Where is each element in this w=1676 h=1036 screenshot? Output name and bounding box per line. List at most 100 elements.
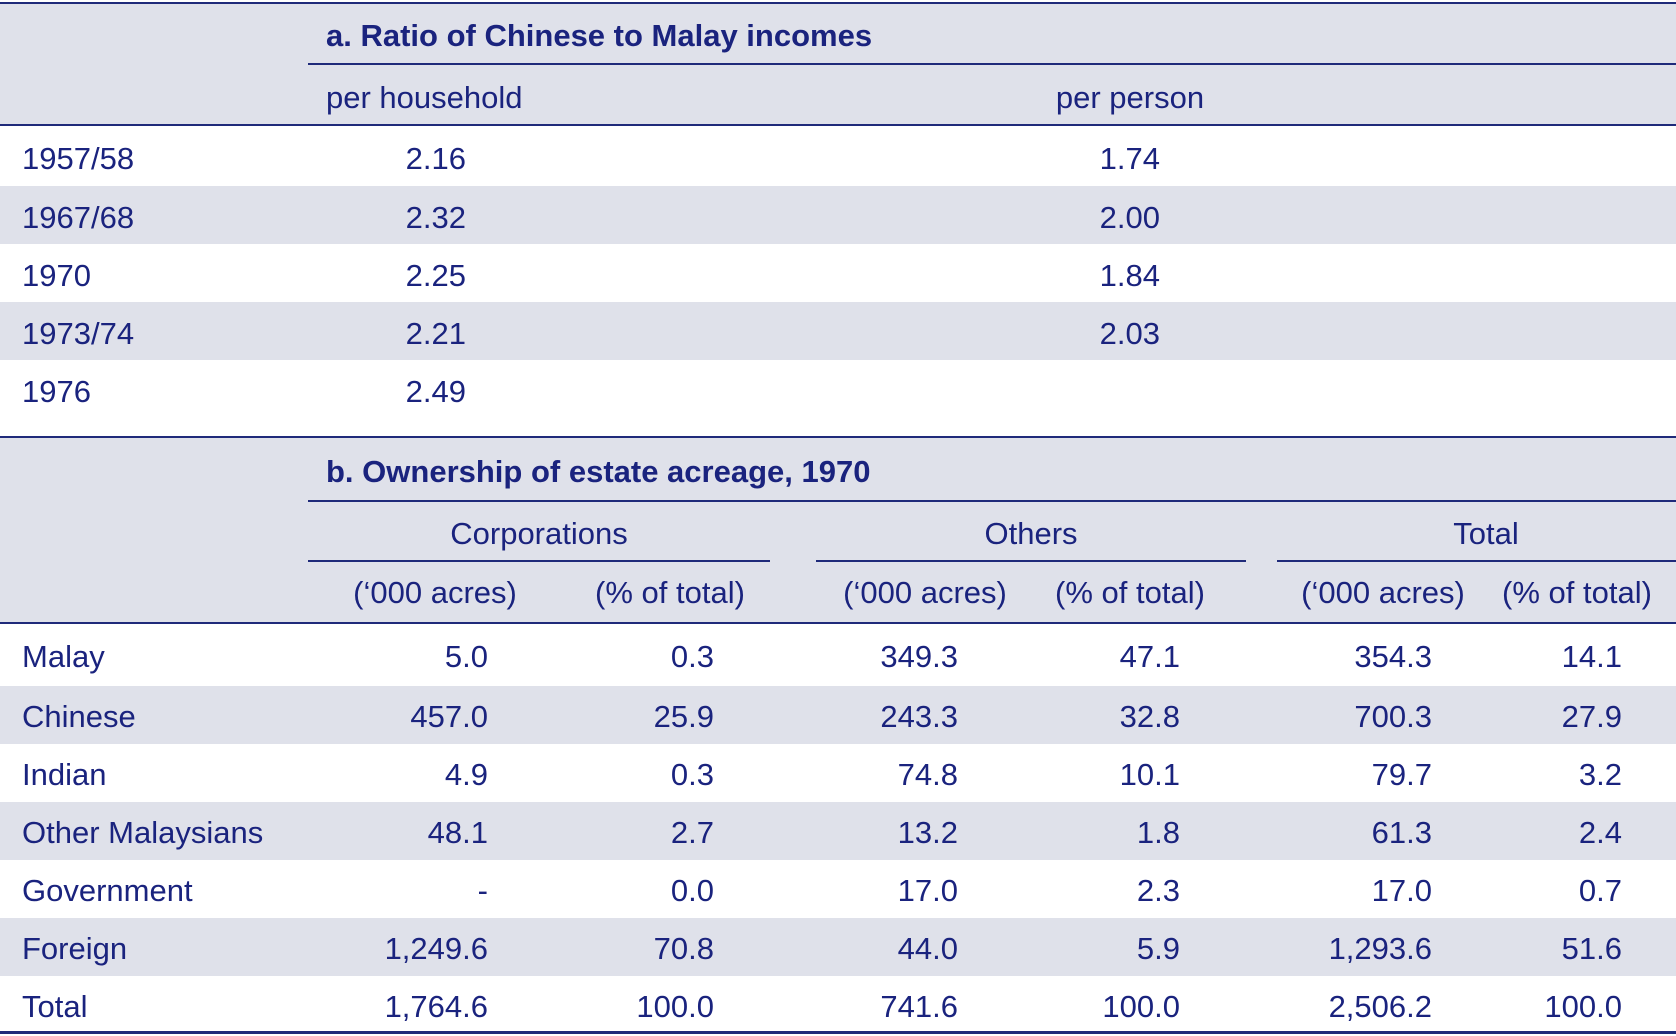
oth-acres: 349.3 bbox=[880, 639, 958, 674]
sub-header-corp-acres: (‘000 acres) bbox=[353, 575, 517, 610]
tot-acres: 1,293.6 bbox=[1328, 931, 1432, 966]
group-header-others: Others bbox=[984, 516, 1078, 551]
corp-pct: 25.9 bbox=[653, 699, 714, 734]
corp-acres: 48.1 bbox=[427, 815, 488, 850]
row-label: Indian bbox=[22, 757, 107, 792]
corp-pct: 100.0 bbox=[636, 989, 714, 1024]
person-ratio: 1.74 bbox=[1099, 141, 1160, 176]
row-label: Government bbox=[22, 873, 193, 908]
table-row: Chinese 457.0 25.9 243.3 32.8 700.3 27.9 bbox=[0, 686, 1676, 744]
sub-header-oth-pct: (% of total) bbox=[1055, 575, 1205, 610]
tot-pct: 14.1 bbox=[1561, 639, 1622, 674]
table-row-total: Total 1,764.6 100.0 741.6 100.0 2,506.2 … bbox=[0, 976, 1676, 1032]
oth-pct: 100.0 bbox=[1102, 989, 1180, 1024]
corp-pct: 0.0 bbox=[670, 873, 714, 908]
person-ratio: 1.84 bbox=[1099, 258, 1160, 293]
table-row: Government - 0.0 17.0 2.3 17.0 0.7 bbox=[0, 860, 1676, 918]
tot-pct: 3.2 bbox=[1578, 757, 1622, 792]
oth-acres: 13.2 bbox=[897, 815, 958, 850]
household-ratio: 2.32 bbox=[405, 200, 466, 235]
corp-acres: 1,249.6 bbox=[384, 931, 488, 966]
household-ratio: 2.16 bbox=[405, 141, 466, 176]
row-label: Malay bbox=[22, 639, 105, 674]
section-b-header-rule bbox=[0, 622, 1676, 624]
group-rule-others bbox=[816, 560, 1246, 562]
person-ratio: 2.00 bbox=[1099, 200, 1160, 235]
corp-pct: 0.3 bbox=[670, 639, 714, 674]
bottom-rule bbox=[0, 1031, 1676, 1034]
table-row: Other Malaysians 48.1 2.7 13.2 1.8 61.3 … bbox=[0, 802, 1676, 860]
oth-pct: 32.8 bbox=[1119, 699, 1180, 734]
tot-pct: 100.0 bbox=[1544, 989, 1622, 1024]
row-label: Foreign bbox=[22, 931, 128, 966]
table-row: Indian 4.9 0.3 74.8 10.1 79.7 3.2 bbox=[0, 744, 1676, 802]
oth-acres: 17.0 bbox=[897, 873, 958, 908]
oth-acres: 741.6 bbox=[880, 989, 958, 1024]
oth-pct: 47.1 bbox=[1119, 639, 1180, 674]
table-row: 1970 2.25 1.84 bbox=[0, 244, 1676, 302]
section-b-title-rule bbox=[308, 500, 1676, 502]
oth-acres: 243.3 bbox=[880, 699, 958, 734]
section-b-title: b. Ownership of estate acreage, 1970 bbox=[326, 454, 871, 489]
tot-pct: 27.9 bbox=[1561, 699, 1622, 734]
corp-pct: 2.7 bbox=[670, 815, 714, 850]
year-label: 1970 bbox=[22, 258, 91, 293]
section-a-header-rule bbox=[0, 124, 1676, 126]
corp-pct: 70.8 bbox=[653, 931, 714, 966]
group-rule-corporations bbox=[308, 560, 770, 562]
tot-acres: 61.3 bbox=[1371, 815, 1432, 850]
oth-acres: 44.0 bbox=[897, 931, 958, 966]
tot-acres: 700.3 bbox=[1354, 699, 1432, 734]
sub-header-oth-acres: (‘000 acres) bbox=[843, 575, 1007, 610]
table-row: 1976 2.49 bbox=[0, 360, 1676, 436]
corp-acres: - bbox=[477, 873, 488, 908]
tot-pct: 2.4 bbox=[1578, 815, 1622, 850]
tot-acres: 79.7 bbox=[1371, 757, 1432, 792]
tot-acres: 354.3 bbox=[1354, 639, 1432, 674]
top-rule bbox=[0, 2, 1676, 4]
corp-acres: 5.0 bbox=[444, 639, 488, 674]
table-row: Malay 5.0 0.3 349.3 47.1 354.3 14.1 bbox=[0, 624, 1676, 686]
section-a-header bbox=[0, 4, 1676, 126]
row-label: Chinese bbox=[22, 699, 136, 734]
col-header-person: per person bbox=[1055, 80, 1205, 115]
section-a-title: a. Ratio of Chinese to Malay incomes bbox=[326, 18, 873, 53]
tot-acres: 17.0 bbox=[1371, 873, 1432, 908]
household-ratio: 2.25 bbox=[405, 258, 466, 293]
tot-pct: 51.6 bbox=[1561, 931, 1622, 966]
table-row: 1967/68 2.32 2.00 bbox=[0, 186, 1676, 244]
sub-header-corp-pct: (% of total) bbox=[595, 575, 745, 610]
oth-acres: 74.8 bbox=[897, 757, 958, 792]
oth-pct: 5.9 bbox=[1136, 931, 1180, 966]
table-row: Foreign 1,249.6 70.8 44.0 5.9 1,293.6 51… bbox=[0, 918, 1676, 976]
year-label: 1967/68 bbox=[22, 200, 135, 235]
tot-pct: 0.7 bbox=[1578, 873, 1622, 908]
sub-header-tot-pct: (% of total) bbox=[1502, 575, 1652, 610]
household-ratio: 2.49 bbox=[405, 374, 466, 409]
oth-pct: 1.8 bbox=[1136, 815, 1180, 850]
group-header-total: Total bbox=[1453, 516, 1519, 551]
table-row: 1973/74 2.21 2.03 bbox=[0, 302, 1676, 360]
corp-acres: 457.0 bbox=[410, 699, 488, 734]
household-ratio: 2.21 bbox=[405, 316, 466, 351]
tot-acres: 2,506.2 bbox=[1328, 989, 1432, 1024]
corp-acres: 1,764.6 bbox=[384, 989, 488, 1024]
year-label: 1957/58 bbox=[22, 141, 135, 176]
corp-acres: 4.9 bbox=[444, 757, 488, 792]
section-a-title-rule bbox=[308, 63, 1676, 65]
oth-pct: 10.1 bbox=[1119, 757, 1180, 792]
oth-pct: 2.3 bbox=[1136, 873, 1180, 908]
group-rule-total bbox=[1277, 560, 1676, 562]
row-label: Other Malaysians bbox=[22, 815, 264, 850]
person-ratio: 2.03 bbox=[1099, 316, 1160, 351]
section-b-header bbox=[0, 438, 1676, 624]
sub-header-tot-acres: (‘000 acres) bbox=[1301, 575, 1465, 610]
section-b-top-rule bbox=[0, 436, 1676, 438]
table-row: 1957/58 2.16 1.74 bbox=[0, 126, 1676, 186]
row-label: Total bbox=[22, 989, 88, 1024]
year-label: 1976 bbox=[22, 374, 91, 409]
col-header-household: per household bbox=[326, 80, 523, 115]
group-header-corporations: Corporations bbox=[450, 516, 628, 551]
year-label: 1973/74 bbox=[22, 316, 135, 351]
corp-pct: 0.3 bbox=[670, 757, 714, 792]
